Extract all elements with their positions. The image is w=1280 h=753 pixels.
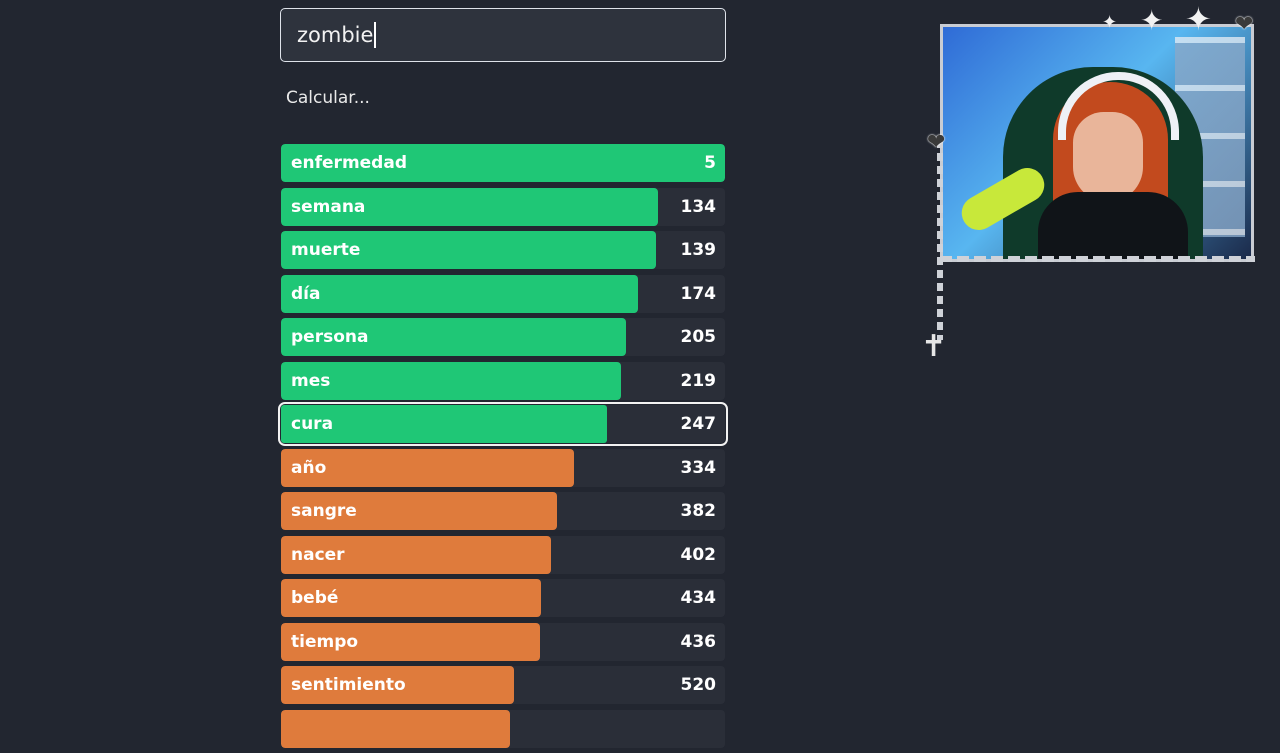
sparkle-icon: ✦ xyxy=(1102,12,1118,33)
guess-rank: 402 xyxy=(680,544,717,565)
guess-word: bebé xyxy=(291,588,339,608)
sparkle-icon: ✦ xyxy=(1140,4,1164,37)
guess-list: enfermedad 5 semana 134 muerte 139 día 174 perso… xyxy=(278,144,728,753)
similarity-bar xyxy=(281,666,515,704)
similarity-bar xyxy=(281,448,575,487)
guess-row: año 334 xyxy=(281,448,725,487)
guess-row: muerte 139 xyxy=(281,231,725,269)
similarity-bar xyxy=(281,231,657,269)
guess-rank: 139 xyxy=(680,240,717,260)
similarity-bar xyxy=(281,361,621,400)
similarity-bar xyxy=(281,187,659,226)
chain-decoration-vertical xyxy=(937,140,943,340)
cross-icon: ✝ xyxy=(921,329,947,364)
guess-rank: 436 xyxy=(680,631,717,652)
heart-icon: ❤ xyxy=(927,130,946,155)
guess-word: nacer xyxy=(291,544,345,565)
guess-rank: 5 xyxy=(704,153,716,173)
status-text: Calcular... xyxy=(286,88,370,108)
guess-rank: 334 xyxy=(680,457,717,478)
guess-row: semana 134 xyxy=(281,187,725,226)
guess-row: mes 219 xyxy=(281,361,725,400)
similarity-bar xyxy=(281,492,558,530)
guess-word: semana xyxy=(291,196,366,217)
guess-rank: 247 xyxy=(680,414,717,434)
similarity-bar xyxy=(281,579,541,617)
guess-rank: 520 xyxy=(680,675,717,695)
guess-rank: 134 xyxy=(680,196,717,217)
guess-rank: 174 xyxy=(680,283,717,304)
guess-word: mes xyxy=(291,370,331,391)
guess-row-current: cura 247 xyxy=(278,402,728,446)
guess-row: bebé 434 xyxy=(281,579,725,617)
guess-input[interactable]: zombie xyxy=(280,8,726,62)
similarity-bar xyxy=(281,535,551,574)
webcam-shirt xyxy=(1038,192,1188,259)
similarity-bar xyxy=(281,144,725,182)
guess-word: cura xyxy=(291,414,334,434)
guess-word: persona xyxy=(291,327,369,347)
guess-word: tiempo xyxy=(291,631,359,652)
guess-word: sentimiento xyxy=(291,675,406,695)
similarity-bar xyxy=(281,622,540,661)
guess-input-text: zombie xyxy=(297,23,374,47)
guess-word: día xyxy=(291,283,321,304)
guess-row: tiempo 436 xyxy=(281,622,725,661)
guess-row: persona 205 xyxy=(281,318,725,356)
guess-row: sangre 382 xyxy=(281,492,725,530)
guess-row: sentimiento 520 xyxy=(281,666,725,704)
sparkle-icon: ✦ xyxy=(1185,0,1212,38)
guess-rank: 382 xyxy=(680,501,717,521)
similarity-bar xyxy=(281,318,627,356)
similarity-bar xyxy=(281,405,608,443)
heart-icon: ❤ xyxy=(1235,12,1254,37)
chain-decoration-horizontal xyxy=(940,256,1255,262)
streamer-webcam xyxy=(940,24,1254,262)
similarity-bar xyxy=(281,274,639,313)
guess-word: año xyxy=(291,457,327,478)
guess-rank: 219 xyxy=(680,370,717,391)
guess-word: muerte xyxy=(291,240,361,260)
similarity-bar xyxy=(281,709,510,748)
guess-row xyxy=(281,709,725,748)
guess-row: enfermedad 5 xyxy=(281,144,725,182)
guess-row: día 174 xyxy=(281,274,725,313)
guess-rank: 205 xyxy=(680,327,717,347)
guess-word: enfermedad xyxy=(291,153,407,173)
guess-word: sangre xyxy=(291,501,357,521)
text-caret xyxy=(374,22,376,48)
guess-row: nacer 402 xyxy=(281,535,725,574)
guess-rank: 434 xyxy=(680,588,717,608)
